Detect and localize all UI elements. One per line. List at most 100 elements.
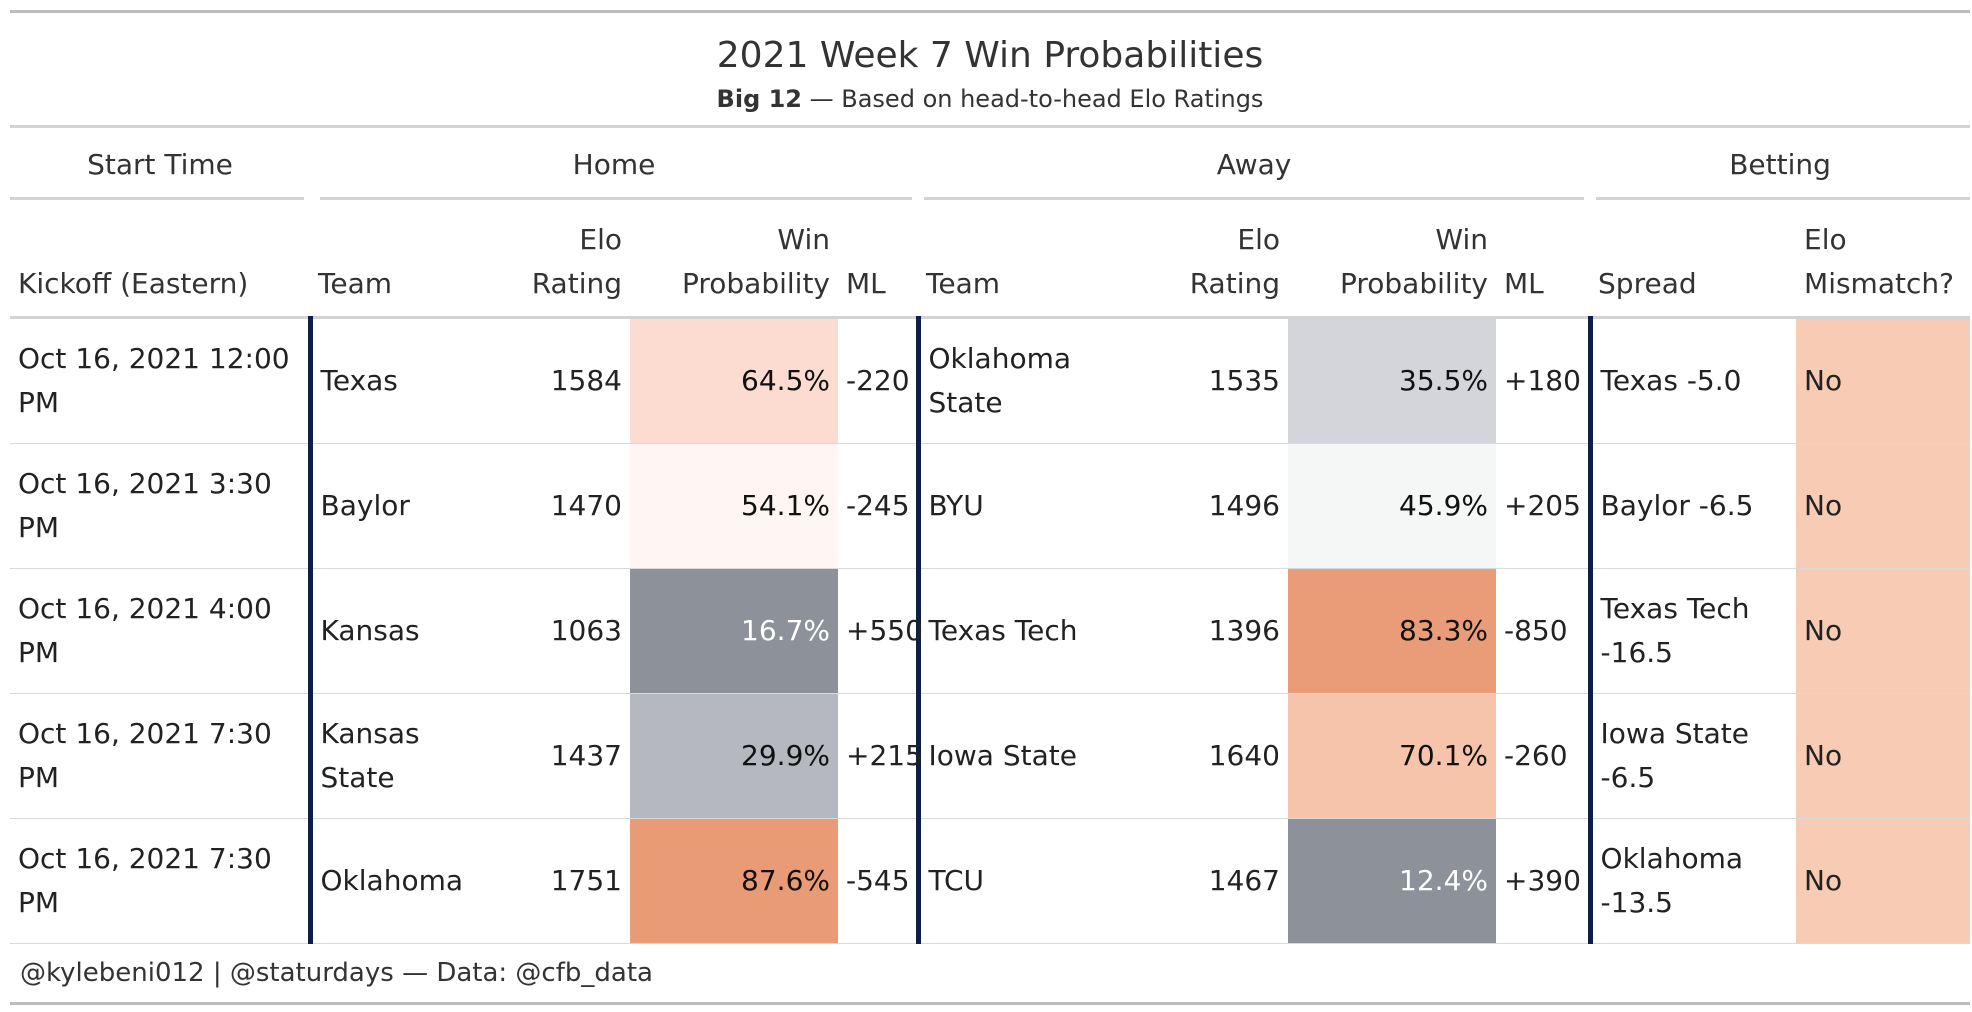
spanner-row: Start Time Home Away Betting (10, 128, 1971, 200)
col-kickoff: Kickoff (Eastern) (10, 200, 310, 319)
cell-home-wp: 87.6% (630, 818, 838, 944)
col-home-elo: Elo Rating (460, 200, 630, 319)
cell-mismatch: No (1796, 317, 1971, 444)
cell-away-wp: 45.9% (1288, 443, 1496, 569)
bottom-rule (10, 1002, 1970, 1005)
table-body: Oct 16, 2021 12:00 PM Texas 1584 64.5% -220 O… (10, 317, 1971, 944)
cell-away-wp: 70.1% (1288, 693, 1496, 819)
cell-home-team: Texas (307, 317, 460, 444)
cell-away-elo: 1396 (1158, 568, 1288, 694)
cell-away-elo: 1535 (1158, 317, 1288, 444)
col-away-wp-line1: Win (1435, 223, 1488, 256)
cell-mismatch: No (1796, 693, 1971, 819)
cell-spread: Texas Tech -16.5 (1587, 568, 1797, 694)
table-row: Oct 16, 2021 4:00 PM Kansas 1063 16.7% +550 T… (10, 568, 1971, 694)
col-mismatch-line2: Mismatch? (1804, 267, 1954, 300)
table-title: 2021 Week 7 Win Probabilities (716, 35, 1264, 76)
cell-home-ml: -545 (838, 818, 918, 944)
cell-away-elo: 1467 (1158, 818, 1288, 944)
spanner-start-time: Start Time (10, 128, 310, 200)
cell-away-team: Texas Tech (915, 568, 1158, 694)
cell-mismatch: No (1796, 818, 1971, 944)
cell-away-ml: +390 (1496, 818, 1591, 944)
cell-away-wp: 35.5% (1288, 317, 1496, 444)
win-probability-table: Start Time Home Away Betting Kickoff (Ea… (10, 128, 1971, 944)
cell-home-wp: 64.5% (630, 317, 838, 444)
cell-home-team: Baylor (307, 443, 460, 569)
cell-away-team: Iowa State (915, 693, 1158, 819)
col-home-wp-line2: Probability (681, 267, 830, 300)
spanner-betting-label: Betting (1729, 147, 1831, 181)
cell-spread: Baylor -6.5 (1587, 443, 1797, 569)
col-home-ml: ML (838, 200, 918, 319)
cell-home-ml: -245 (838, 443, 918, 569)
cell-home-ml: -220 (838, 317, 918, 444)
cell-spread: Iowa State -6.5 (1587, 693, 1797, 819)
cell-away-wp: 83.3% (1288, 568, 1496, 694)
cell-kickoff: Oct 16, 2021 7:30 PM (10, 693, 310, 819)
subtitle-conference: Big 12 (716, 85, 802, 113)
cell-home-elo: 1584 (460, 317, 630, 444)
cell-kickoff: Oct 16, 2021 12:00 PM (10, 317, 310, 444)
col-mismatch: Elo Mismatch? (1796, 200, 1971, 319)
cell-home-elo: 1063 (460, 568, 630, 694)
col-away-ml: ML (1496, 200, 1591, 319)
spanner-start-label: Start Time (87, 147, 233, 181)
spanner-home-label: Home (572, 147, 656, 181)
cell-away-ml: +180 (1496, 317, 1591, 444)
table-row: Oct 16, 2021 7:30 PM Kansas State 1437 29.9… (10, 693, 1971, 819)
cell-home-ml: +215 (838, 693, 923, 819)
spanner-home: Home (310, 128, 918, 200)
table-row: Oct 16, 2021 7:30 PM Oklahoma 1751 87.6% -54… (10, 818, 1971, 944)
col-home-elo-line1: Elo (579, 223, 622, 256)
cell-home-elo: 1470 (460, 443, 630, 569)
col-home-wp-line1: Win (777, 223, 830, 256)
top-rule (10, 10, 1970, 13)
cell-home-elo: 1751 (460, 818, 630, 944)
cell-kickoff: Oct 16, 2021 4:00 PM (10, 568, 310, 694)
cell-away-elo: 1640 (1158, 693, 1288, 819)
column-header-row: Kickoff (Eastern) Team Elo Rating Win Prob… (10, 200, 1971, 319)
cell-home-wp: 16.7% (630, 568, 838, 694)
col-mismatch-line1: Elo (1804, 223, 1847, 256)
cell-spread: Oklahoma -13.5 (1587, 818, 1797, 944)
table-figure: 2021 Week 7 Win Probabilities Big 12 — B… (10, 10, 1971, 1005)
spanner-away-label: Away (1216, 147, 1292, 181)
cell-away-ml: +205 (1496, 443, 1591, 569)
table-subtitle: Big 12 — Based on head-to-head Elo Ratin… (10, 81, 1970, 117)
col-away-wp-line2: Probability (1339, 267, 1488, 300)
cell-home-wp: 54.1% (630, 443, 838, 569)
cell-away-team: Oklahoma State (915, 317, 1158, 444)
cell-spread: Texas -5.0 (1587, 317, 1797, 444)
cell-home-wp: 29.9% (630, 693, 838, 819)
cell-mismatch: No (1796, 443, 1971, 569)
cell-away-ml: -260 (1496, 693, 1591, 819)
cell-away-elo: 1496 (1158, 443, 1288, 569)
col-home-team: Team (310, 200, 460, 319)
col-away-elo: Elo Rating (1158, 200, 1288, 319)
cell-home-team: Kansas State (307, 693, 460, 819)
table-row: Oct 16, 2021 12:00 PM Texas 1584 64.5% -220 O… (10, 317, 1971, 444)
cell-away-team: BYU (915, 443, 1158, 569)
col-spread: Spread (1590, 200, 1797, 319)
cell-home-elo: 1437 (460, 693, 630, 819)
cell-away-wp: 12.4% (1288, 818, 1496, 944)
col-home-elo-line2: Rating (531, 267, 622, 300)
source-note: @kylebeni012 | @staturdays — Data: @cfb_… (20, 958, 653, 988)
cell-mismatch: No (1796, 568, 1971, 694)
spanner-betting: Betting (1590, 128, 1971, 200)
cell-home-ml: +550 (838, 568, 923, 694)
spanner-away: Away (918, 128, 1590, 200)
cell-kickoff: Oct 16, 2021 7:30 PM (10, 818, 310, 944)
col-away-elo-line2: Rating (1189, 267, 1280, 300)
table-row: Oct 16, 2021 3:30 PM Baylor 1470 54.1% -245 B… (10, 443, 1971, 569)
cell-home-team: Oklahoma (307, 818, 463, 944)
cell-away-team: TCU (915, 818, 1158, 944)
col-home-wp: Win Probability (630, 200, 838, 319)
col-away-team: Team (918, 200, 1158, 319)
header-rule (10, 125, 1970, 128)
cell-kickoff: Oct 16, 2021 3:30 PM (10, 443, 310, 569)
col-away-elo-line1: Elo (1237, 223, 1280, 256)
cell-home-team: Kansas (307, 568, 460, 694)
subtitle-text: — Based on head-to-head Elo Ratings (802, 85, 1264, 113)
